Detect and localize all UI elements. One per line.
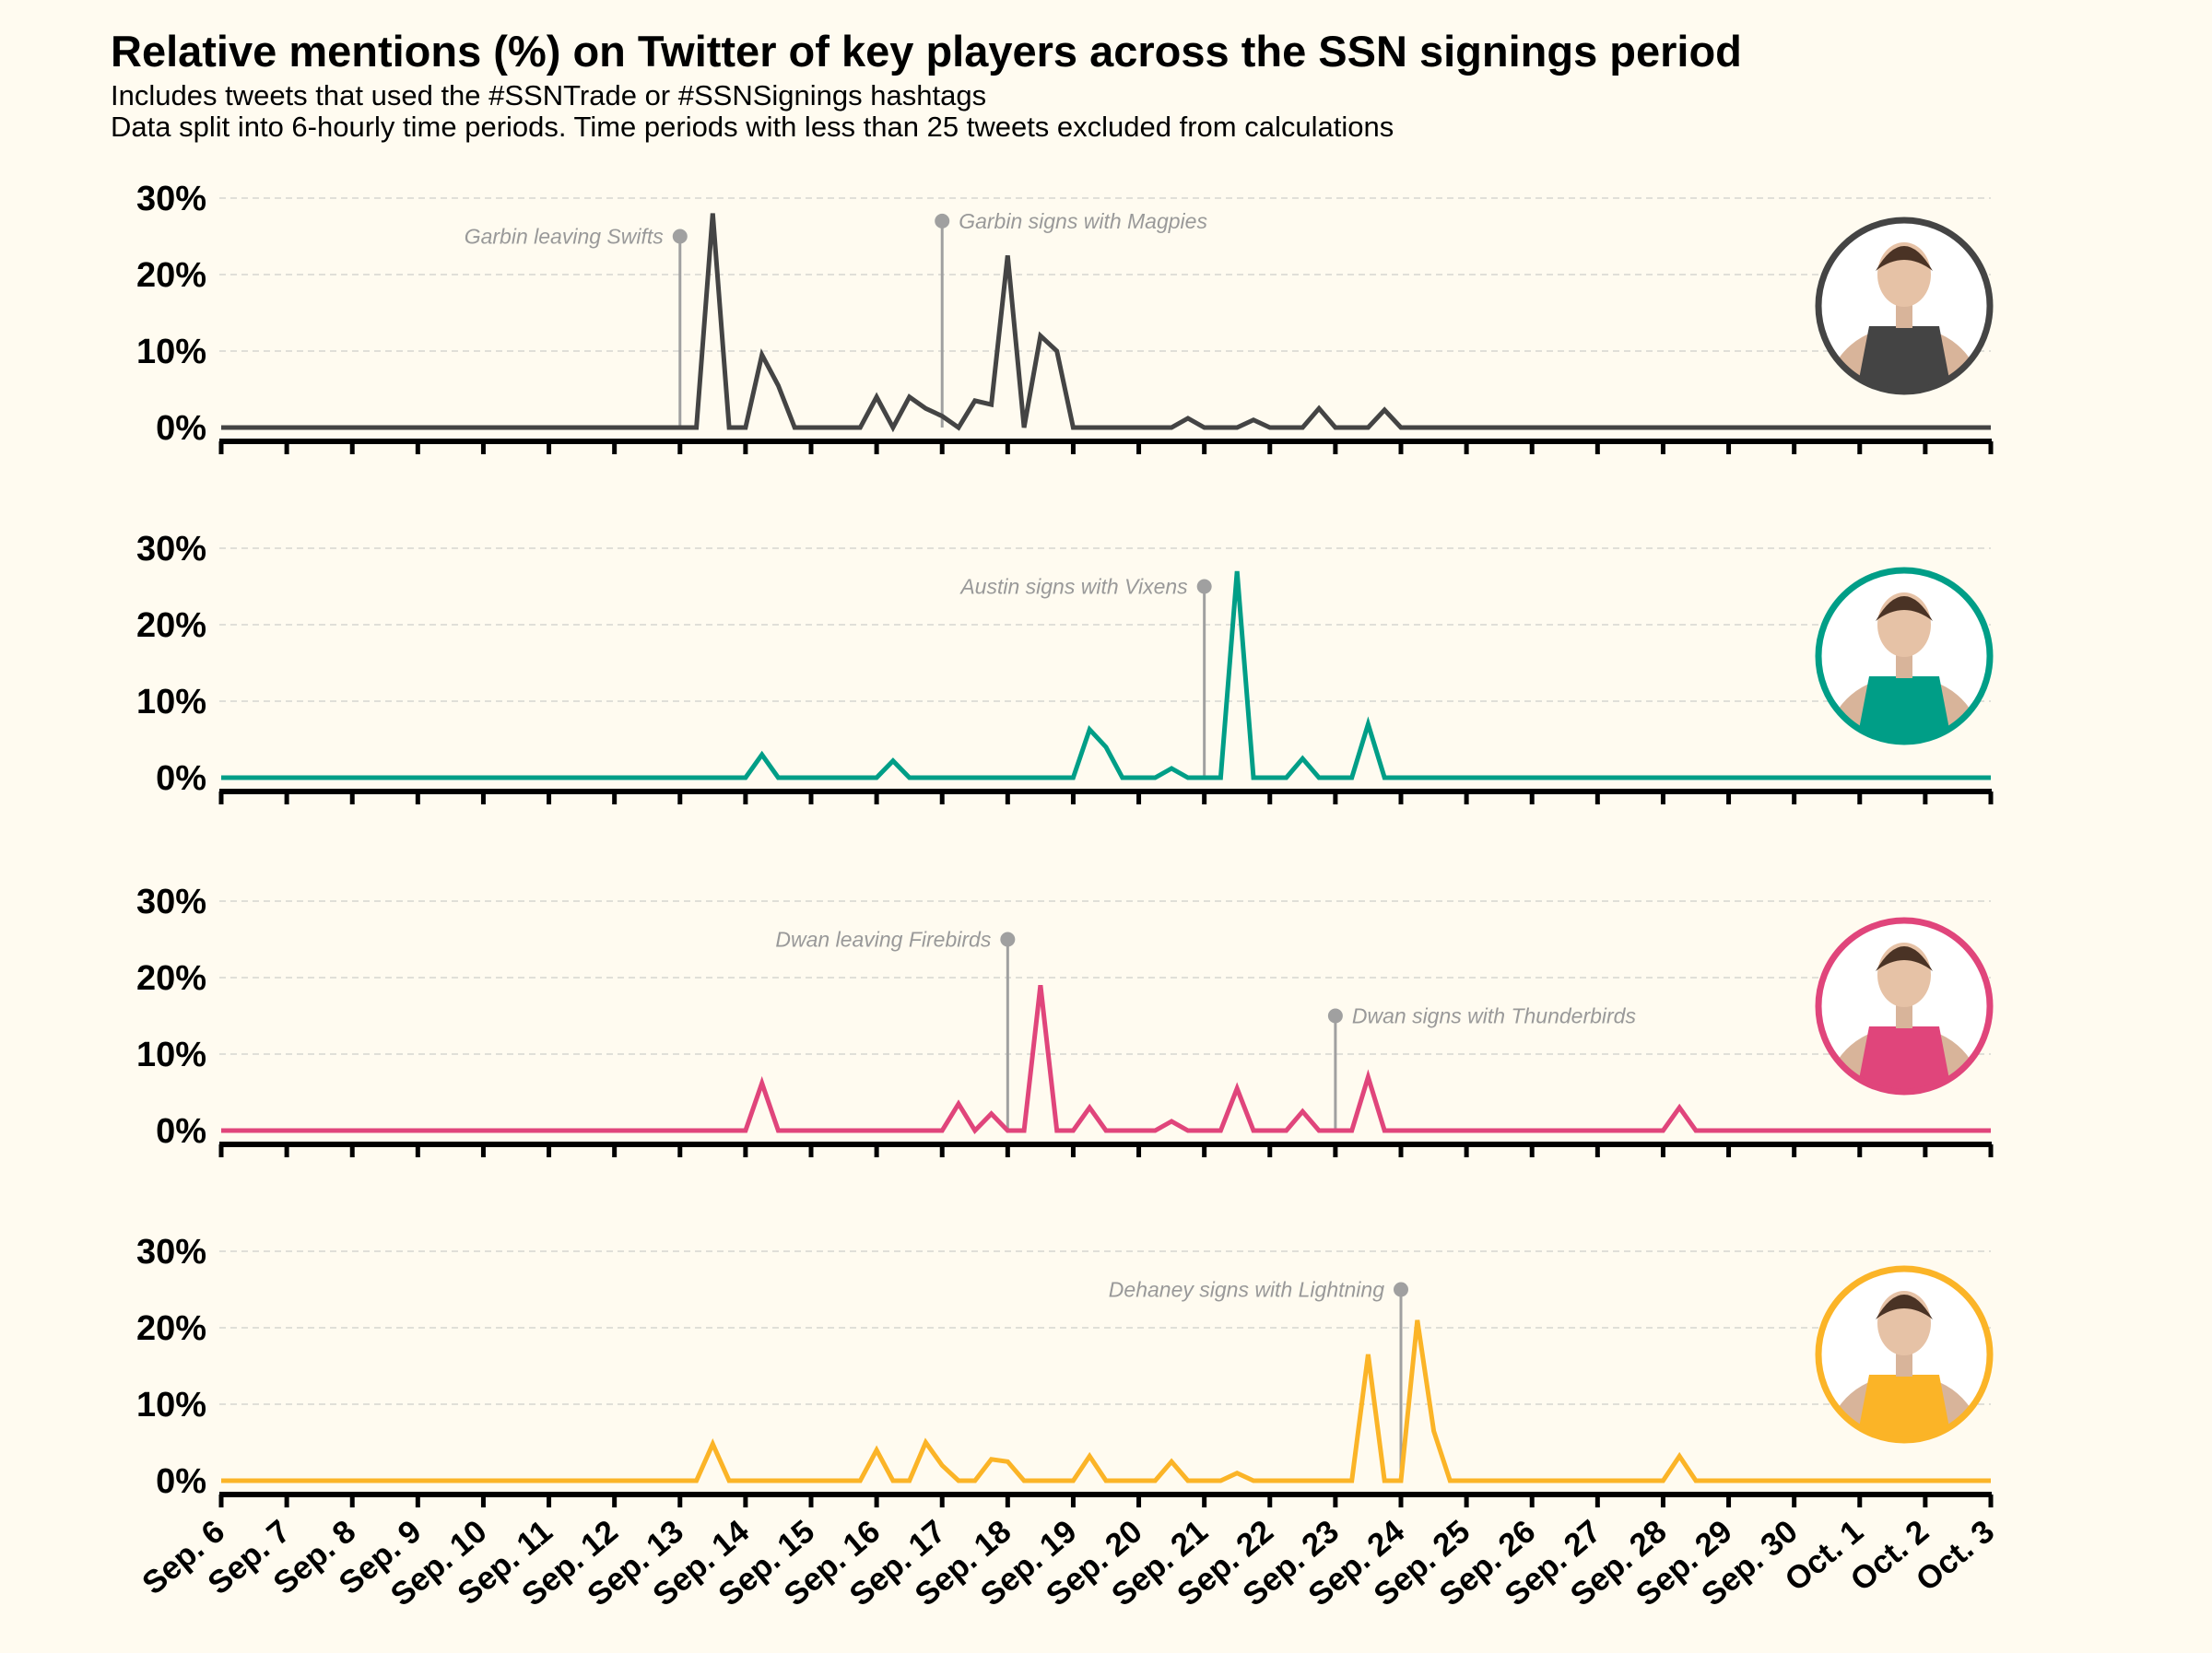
y-tick-label: 20% <box>136 256 206 295</box>
y-tick-label: 0% <box>156 1112 206 1151</box>
chart-subtitle-line-2: Data split into 6-hourly time periods. T… <box>111 111 1394 143</box>
panel-1: 0% 10% 20% 30% Garbin leaving Swifts Garbin s… <box>136 180 1994 454</box>
y-tick-label: 0% <box>156 1462 206 1501</box>
annotation-marker <box>1196 579 1212 594</box>
annotation: Austin signs with Vixens <box>959 575 1212 778</box>
player-avatar <box>1815 217 1994 395</box>
chart-subtitle-line-1: Includes tweets that used the #SSNTrade … <box>111 79 987 111</box>
annotation-label: Dwan leaving Firebirds <box>775 928 991 952</box>
annotation: Garbin leaving Swifts <box>465 225 688 428</box>
series-line <box>221 985 1991 1135</box>
annotation-label: Dwan signs with Thunderbirds <box>1352 1004 1637 1028</box>
annotation-marker <box>1327 1008 1343 1024</box>
y-tick-label: 10% <box>136 683 206 721</box>
chart-title: Relative mentions (%) on Twitter of key … <box>111 27 1742 76</box>
series-line <box>221 570 1991 780</box>
annotation-marker <box>1394 1282 1408 1297</box>
annotation: Garbin signs with Magpies <box>935 209 1207 428</box>
annotation-marker <box>1000 932 1016 947</box>
player-avatar <box>1815 567 1994 745</box>
annotation-label: Garbin leaving Swifts <box>465 225 665 249</box>
y-tick-label: 0% <box>156 409 206 448</box>
y-tick-label: 30% <box>136 1233 206 1272</box>
annotation-marker <box>672 229 688 244</box>
y-tick-label: 0% <box>156 759 206 798</box>
annotation-label: Garbin signs with Magpies <box>959 209 1207 233</box>
y-tick-label: 10% <box>136 1036 206 1074</box>
y-tick-label: 20% <box>136 959 206 998</box>
y-tick-label: 30% <box>136 180 206 218</box>
panel-2: 0% 10% 20% 30% Austin signs with Vixens <box>136 530 1994 804</box>
annotation: Dwan leaving Firebirds <box>775 928 1016 1131</box>
player-avatar <box>1815 1265 1994 1444</box>
y-tick-label: 30% <box>136 530 206 569</box>
annotation-label: Austin signs with Vixens <box>959 575 1188 599</box>
series-line <box>221 1319 1991 1483</box>
y-tick-label: 30% <box>136 883 206 921</box>
y-tick-label: 20% <box>136 606 206 645</box>
annotation-marker <box>935 213 950 229</box>
panel-4: 0% 10% 20% 30% Dehaney signs with Lightning <box>136 1233 1994 1507</box>
y-tick-label: 10% <box>136 333 206 371</box>
y-tick-label: 20% <box>136 1309 206 1348</box>
annotation: Dwan signs with Thunderbirds <box>1327 1004 1637 1131</box>
series-line <box>221 213 1991 433</box>
panel-3: 0% 10% 20% 30% Dwan leaving Firebirds Dwan si… <box>136 883 1994 1157</box>
player-avatar <box>1815 917 1994 1096</box>
y-tick-label: 10% <box>136 1386 206 1424</box>
annotation: Dehaney signs with Lightning <box>1109 1278 1408 1481</box>
annotation-label: Dehaney signs with Lightning <box>1109 1278 1384 1302</box>
